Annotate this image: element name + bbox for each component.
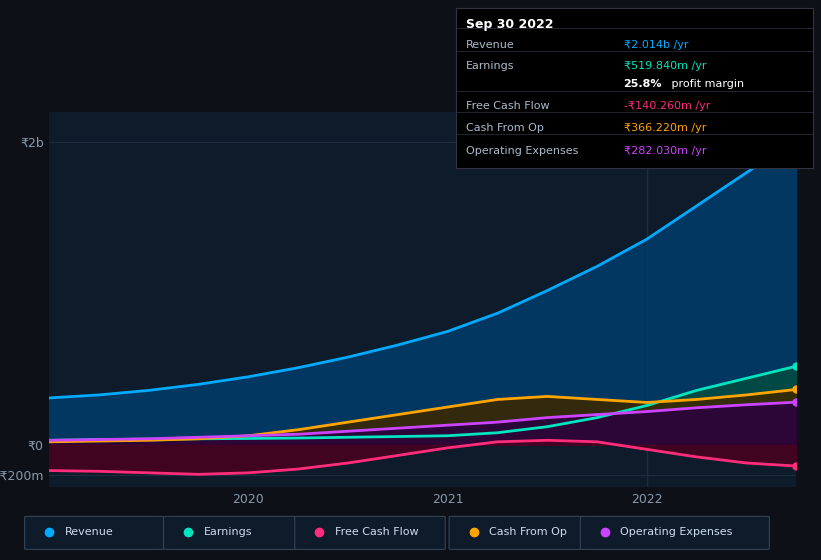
FancyBboxPatch shape [295, 516, 445, 549]
Text: ₹519.840m /yr: ₹519.840m /yr [623, 61, 706, 71]
Text: Cash From Op: Cash From Op [466, 123, 544, 133]
Text: Sep 30 2022: Sep 30 2022 [466, 18, 554, 31]
Text: ₹282.030m /yr: ₹282.030m /yr [623, 146, 706, 156]
Text: ₹2.014b /yr: ₹2.014b /yr [623, 40, 688, 50]
Text: Earnings: Earnings [466, 61, 515, 71]
Text: Operating Expenses: Operating Expenses [621, 527, 733, 537]
Text: ₹366.220m /yr: ₹366.220m /yr [623, 123, 706, 133]
Text: Earnings: Earnings [204, 527, 252, 537]
FancyBboxPatch shape [25, 516, 163, 549]
Text: Cash From Op: Cash From Op [489, 527, 567, 537]
FancyBboxPatch shape [580, 516, 769, 549]
Text: -₹140.260m /yr: -₹140.260m /yr [623, 101, 710, 111]
Text: Free Cash Flow: Free Cash Flow [335, 527, 419, 537]
Text: Revenue: Revenue [65, 527, 113, 537]
Text: Revenue: Revenue [466, 40, 515, 50]
Text: Operating Expenses: Operating Expenses [466, 146, 579, 156]
FancyBboxPatch shape [449, 516, 585, 549]
FancyBboxPatch shape [163, 516, 299, 549]
Text: Free Cash Flow: Free Cash Flow [466, 101, 550, 111]
Text: 25.8%: 25.8% [623, 78, 662, 88]
Text: profit margin: profit margin [668, 78, 745, 88]
